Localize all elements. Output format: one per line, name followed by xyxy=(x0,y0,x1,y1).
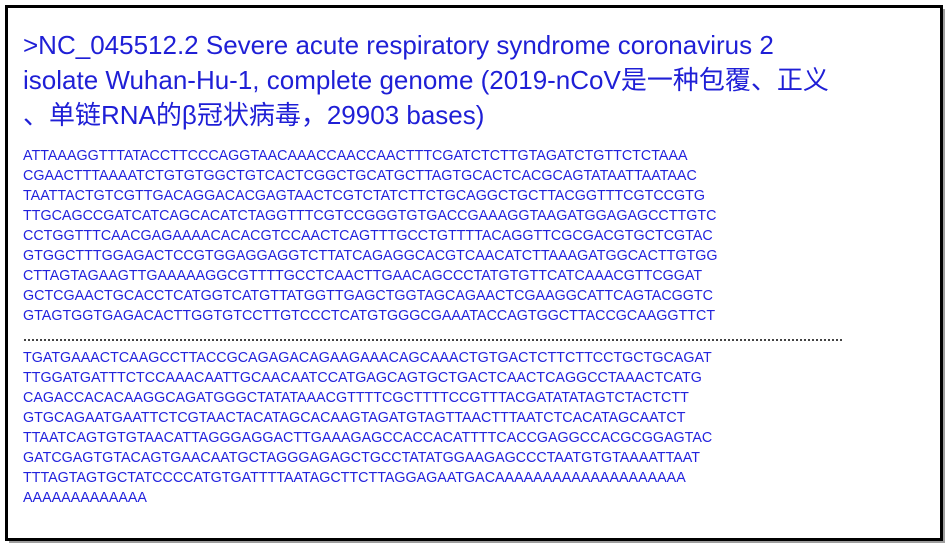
sequence-line: TTAATCAGTGTGTAACATTAGGGAGGACTTGAAAGAGCCA… xyxy=(23,430,713,446)
slide-frame xyxy=(5,5,943,541)
sequence-line: ATTAAAGGTTTATACCTTCCCAGGTAACAAACCAACCAAC… xyxy=(23,148,688,164)
sequence-line: GCTCGAACTGCACCTCATGGTCATGTTATGGTTGAGCTGG… xyxy=(23,288,713,304)
omission-divider xyxy=(24,339,842,341)
sequence-line: AAAAAAAAAAAAA xyxy=(23,490,147,506)
sequence-line: CTTAGTAGAAGTTGAAAAAGGCGTTTTGCCTCAACTTGAA… xyxy=(23,268,703,284)
sequence-line: GTGCAGAATGAATTCTCGTAACTACATAGCACAAGTAGAT… xyxy=(23,410,686,426)
sequence-line: TAATTACTGTCGTTGACAGGACACGAGTAACTCGTCTATC… xyxy=(23,188,705,204)
sequence-line: GTGGCTTTGGAGACTCCGTGGAGGAGGTCTTATCAGAGGC… xyxy=(23,248,718,264)
genome-title: >NC_045512.2 Severe acute respiratory sy… xyxy=(23,30,829,130)
sequence-end-block: TGATGAAACTCAAGCCTTACCGCAGAGACAGAAGAAACAG… xyxy=(23,348,712,508)
sequence-line: TTGCAGCCGATCATCAGCACATCTAGGTTTCGTCCGGGTG… xyxy=(23,208,717,224)
sequence-line: TGATGAAACTCAAGCCTTACCGCAGAGACAGAAGAAACAG… xyxy=(23,350,712,366)
sequence-line: GTAGTGGTGAGACACTTGGTGTCCTTGTCCCTCATGTGGG… xyxy=(23,308,716,324)
sequence-line: CCTGGTTTCAACGAGAAAACACACGTCCAACTCAGTTTGC… xyxy=(23,228,713,244)
sequence-line: GATCGAGTGTACAGTGAACAATGCTAGGGAGAGCTGCCTA… xyxy=(23,450,701,466)
sequence-start-block: ATTAAAGGTTTATACCTTCCCAGGTAACAAACCAACCAAC… xyxy=(23,146,717,326)
sequence-line: CAGACCACACAAGGCAGATGGGCTATATAAACGTTTTCGC… xyxy=(23,390,689,406)
sequence-line: TTTAGTAGTGCTATCCCCATGTGATTTTAATAGCTTCTTA… xyxy=(23,470,686,486)
sequence-line: TTGGATGATTTCTCCAAACAATTGCAACAATCCATGAGCA… xyxy=(23,370,702,386)
sequence-line: CGAACTTTAAAATCTGTGTGGCTGTCACTCGGCTGCATGC… xyxy=(23,168,697,184)
